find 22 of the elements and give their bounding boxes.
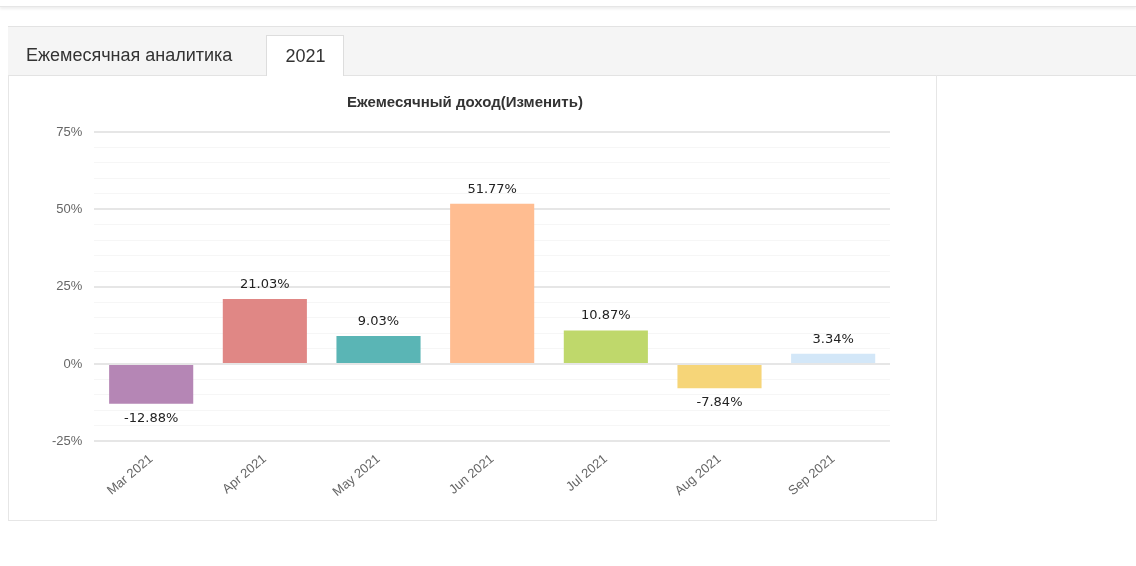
data-label: 21.03% [240, 275, 290, 291]
bar [450, 203, 535, 364]
bar [109, 365, 194, 404]
bar [791, 353, 876, 364]
data-label: 51.77% [467, 180, 517, 196]
data-label: 10.87% [581, 307, 631, 323]
chart-title: Ежемесячный доход(Изменить) [347, 93, 583, 111]
y-tick-label: -25% [51, 432, 83, 448]
bar [336, 336, 421, 364]
text: Ежемесячная аналитика [25, 44, 234, 67]
data-label: 3.34% [812, 330, 854, 346]
y-tick-label: 75% [56, 123, 83, 139]
bar [677, 365, 762, 389]
bar [563, 330, 648, 364]
y-tick-label: 25% [56, 278, 83, 294]
text: 2021 [266, 35, 345, 76]
y-tick-label: 50% [56, 200, 83, 216]
y-tick-label: 0% [63, 355, 83, 371]
data-label: 9.03% [357, 312, 400, 328]
data-label: -7.84% [696, 394, 743, 410]
bar [222, 298, 307, 364]
data-label: -12.88% [124, 409, 179, 425]
